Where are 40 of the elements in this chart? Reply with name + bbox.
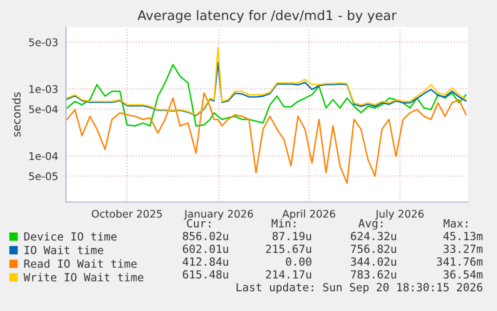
text: Avg: [358,219,382,230]
legend-label: IO Wait time [24,246,104,254]
legend-label: Read IO Wait time [24,259,137,268]
y-axis-title: seconds [12,92,21,137]
text: 856.02u [182,232,228,240]
text: Last update: Sun Sep 20 18:30:15 2026 [236,282,482,294]
x-tick-label: October 2025 [92,210,162,218]
text: 215.67u [266,244,312,254]
x-tick-label: July 2026 [375,210,424,220]
legend-label: Device IO time [24,232,117,241]
y-tick-label: 5e-05 [29,172,58,180]
chart-title: Average latency for /dev/md1 - by year [138,10,397,23]
text: 87.19u [272,232,312,240]
x-tick-label: April 2026 [282,210,336,220]
text: 615.48u [182,270,228,279]
line-series [66,92,467,184]
y-tick-label: 5e-04 [29,105,58,114]
line-series [66,62,467,116]
text: 45.13m [443,232,482,240]
line-series [66,64,467,127]
text: 344.02u [350,257,396,266]
text: Min: [272,218,296,228]
text: 783.62u [350,270,396,279]
text: Max: [444,219,468,228]
y-tick-label: 5e-03 [29,38,58,46]
text: Cur: [186,219,210,228]
line-series [66,47,467,116]
legend-label: Write IO Wait time [24,272,144,282]
text: 412.84u [182,257,228,266]
text: 602.01u [182,244,228,254]
text: 624.32u [350,232,396,240]
text: 0.00 [286,257,312,266]
x-tick-label: January 2026 [184,210,253,220]
text: 33.27m [444,244,482,254]
y-tick-label: 1e-03 [29,85,58,94]
text: 214.17u [266,270,312,279]
text: 341.76m [436,257,482,266]
text: 756.82u [350,244,396,254]
y-tick-label: 1e-04 [29,152,58,160]
text: 36.54m [444,270,482,279]
